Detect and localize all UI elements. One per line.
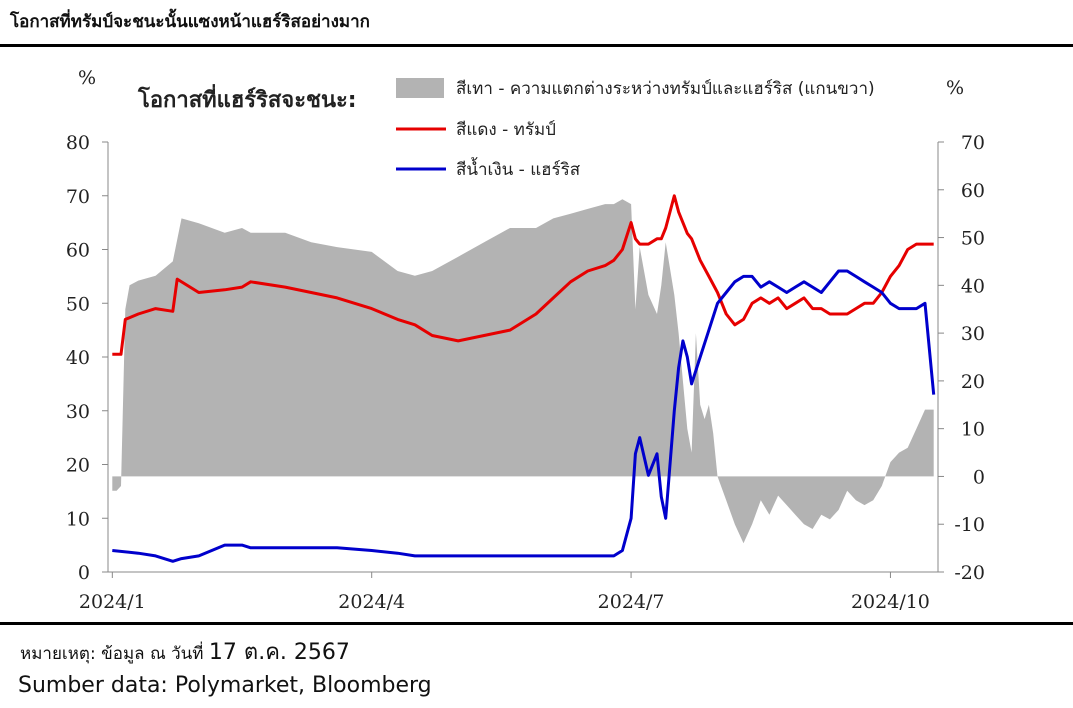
y-left-tick-label: 0 xyxy=(78,562,90,584)
gray-area-series xyxy=(112,199,934,544)
y-right-tick-label: 40 xyxy=(961,275,985,297)
y-left-tick-label: 80 xyxy=(66,132,90,154)
y-right-tick-label: 10 xyxy=(961,419,985,441)
y-left-tick-label: 70 xyxy=(66,186,90,208)
y-right-tick-label: -10 xyxy=(954,514,985,536)
legend-label-blue: สีน้ำเงิน - แฮร์ริส xyxy=(456,157,581,180)
axes-layer: 0 10 20 30 40 50 60 70 80 -20 -10 0 10 20 30 40 50 60 70 20… xyxy=(66,132,985,613)
y-left-tick-label: 30 xyxy=(66,401,90,423)
chart: 0 10 20 30 40 50 60 70 80 -20 -10 0 10 20 30 40 50 60 70 20… xyxy=(66,67,985,613)
x-tick-label: 2024/1 xyxy=(79,591,146,613)
y-left-tick-label: 60 xyxy=(66,240,90,262)
legend-label-red: สีแดง - ทรัมป์ xyxy=(456,120,556,140)
bottom-divider xyxy=(0,622,1073,625)
source-note: Sumber data: Polymarket, Bloomberg xyxy=(18,673,432,698)
y-right-tick-label: 70 xyxy=(961,132,985,154)
y-right-tick-label: 60 xyxy=(961,180,985,202)
y-right-tick-label: 50 xyxy=(961,228,985,250)
y-left-tick-label: 50 xyxy=(66,293,90,315)
harris-line-series xyxy=(112,269,936,563)
lines-layer xyxy=(112,194,936,563)
page-title: โอกาสที่ทรัมป์จะชนะนั้นแซงหน้าแฮร์ริสอย่… xyxy=(10,12,370,32)
y-left-tick-label: 10 xyxy=(66,508,90,530)
legend-label-gray: สีเทา - ความแตกต่างระหว่างทรัมป์และแฮร์ร… xyxy=(456,79,875,99)
y-right-tick-label: 20 xyxy=(961,371,985,393)
y-right-tick-label: 0 xyxy=(973,466,985,488)
x-tick-label: 2024/10 xyxy=(851,591,930,613)
y-right-tick-label: -20 xyxy=(954,562,985,584)
x-tick-label: 2024/7 xyxy=(598,591,665,613)
x-tick-label: 2024/4 xyxy=(338,591,405,613)
gray-area-layer xyxy=(112,199,934,544)
footnote: หมายเหตุ: ข้อมูล ณ วันที่ 17 ต.ค. 2567 xyxy=(20,634,350,669)
chart-title: โอกาสที่แฮร์ริสจะชนะ: xyxy=(137,83,357,113)
y-right-unit: % xyxy=(946,77,964,99)
footnote-date: 17 ต.ค. 2567 xyxy=(208,640,350,665)
footnote-prefix: หมายเหตุ: ข้อมูล ณ วันที่ xyxy=(20,644,209,664)
y-left-tick-label: 20 xyxy=(66,455,90,477)
legend-swatch-gray xyxy=(396,78,444,98)
y-left-tick-label: 40 xyxy=(66,347,90,369)
y-right-tick-label: 30 xyxy=(961,323,985,345)
y-left-unit: % xyxy=(78,67,96,89)
top-divider xyxy=(0,44,1073,47)
trump-line-series xyxy=(112,194,934,356)
